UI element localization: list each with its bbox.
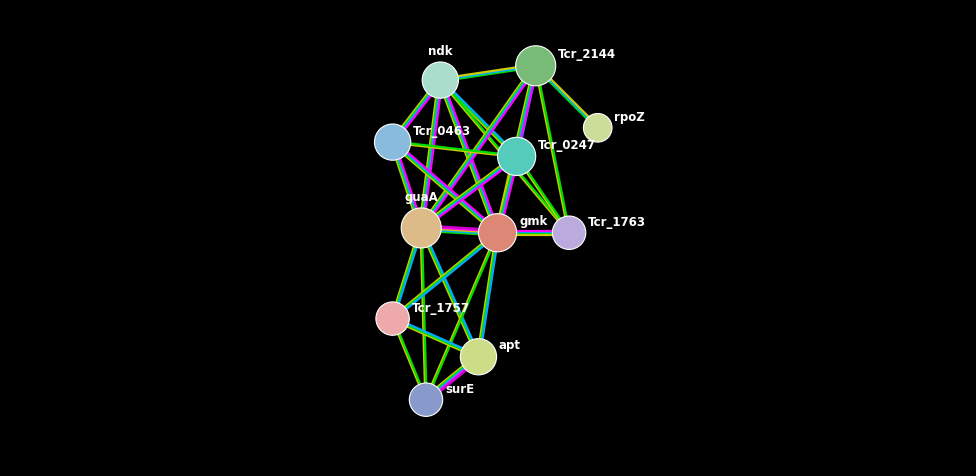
Circle shape (584, 114, 612, 143)
Text: apt: apt (499, 338, 521, 352)
Circle shape (375, 125, 411, 161)
Circle shape (401, 208, 441, 248)
Text: Tcr_0463: Tcr_0463 (413, 124, 471, 138)
Circle shape (461, 339, 497, 375)
Circle shape (498, 138, 536, 176)
Circle shape (376, 302, 409, 336)
Circle shape (515, 47, 555, 87)
Circle shape (552, 217, 586, 250)
Text: Tcr_0247: Tcr_0247 (538, 139, 596, 151)
Text: Tcr_1763: Tcr_1763 (589, 215, 646, 228)
Text: guaA: guaA (404, 191, 438, 204)
Circle shape (409, 383, 443, 416)
Text: Tcr_1757: Tcr_1757 (412, 301, 469, 314)
Text: rpoZ: rpoZ (615, 111, 645, 124)
Text: Tcr_2144: Tcr_2144 (558, 48, 616, 60)
Text: ndk: ndk (428, 45, 453, 58)
Text: surE: surE (445, 382, 474, 395)
Circle shape (423, 63, 459, 99)
Text: gmk: gmk (519, 215, 548, 228)
Circle shape (478, 214, 516, 252)
